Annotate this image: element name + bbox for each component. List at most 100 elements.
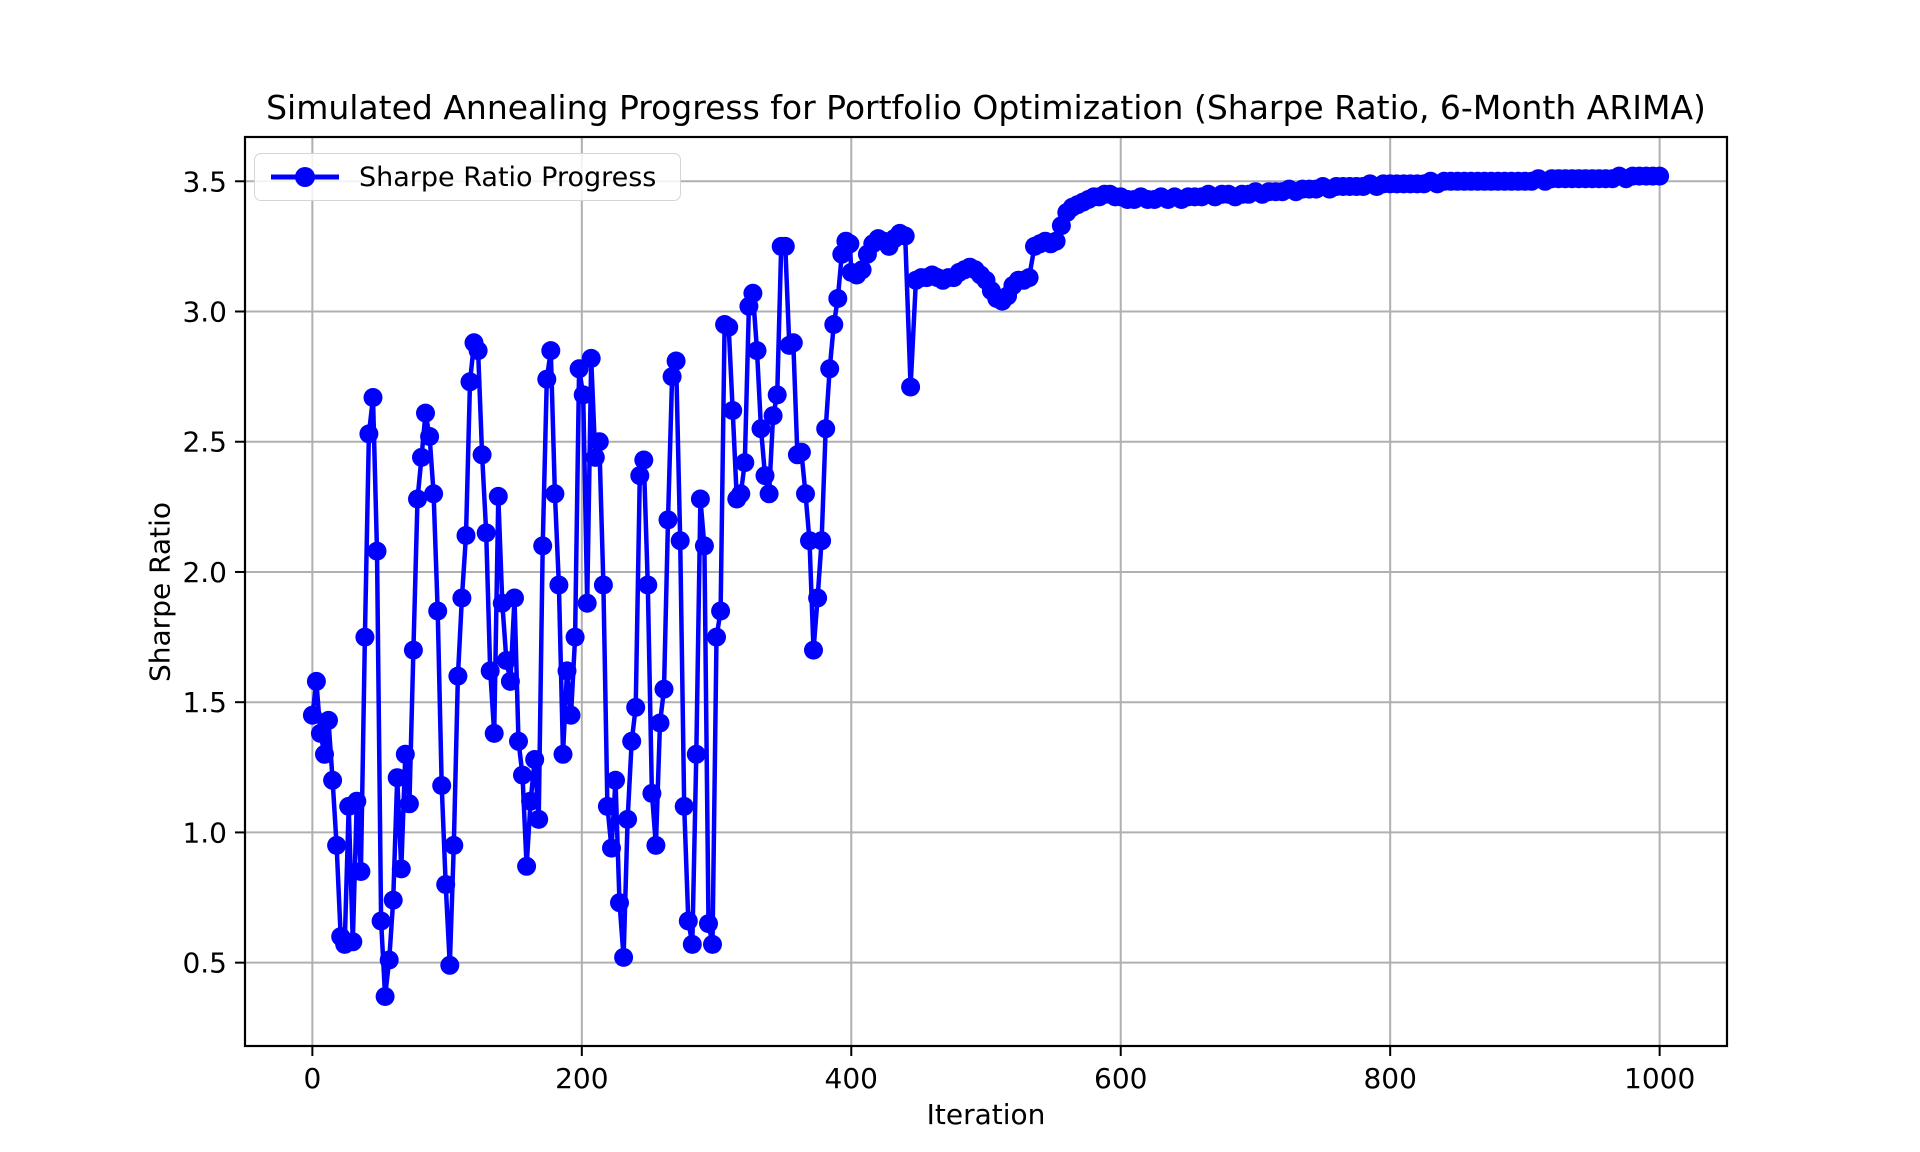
data-point-marker [440, 955, 460, 975]
data-point-marker [500, 671, 520, 691]
data-point-marker [593, 575, 613, 595]
data-point-marker [775, 236, 795, 256]
data-point-marker [533, 536, 553, 556]
data-point-marker [541, 341, 561, 361]
data-point-marker [343, 932, 363, 952]
data-point-marker [573, 385, 593, 405]
data-point-marker [355, 627, 375, 647]
axes-frame [243, 135, 1729, 1048]
data-point-marker [509, 731, 528, 751]
data-point-marker [662, 367, 682, 387]
y-tick-label: 3.0 [182, 296, 227, 329]
data-point-marker [529, 809, 549, 829]
data-point-marker [306, 671, 326, 691]
data-point-marker [403, 640, 423, 660]
data-point-marker [379, 950, 399, 970]
data-point-marker [747, 341, 767, 361]
data-point-marker [420, 427, 440, 446]
x-axis-label: Iteration [926, 1098, 1046, 1131]
data-point-marker [448, 666, 468, 686]
data-point-marker [1046, 231, 1066, 251]
y-tick-label: 1.0 [182, 816, 227, 849]
data-point-marker [654, 679, 674, 699]
y-tick-label: 1.5 [182, 686, 227, 719]
data-point-marker [602, 838, 621, 858]
data-point-marker [763, 406, 783, 426]
data-point-marker [351, 862, 371, 881]
data-point-marker [719, 317, 739, 337]
data-point-marker [327, 835, 347, 855]
data-point-marker [395, 744, 415, 764]
x-tick-label: 600 [1094, 1062, 1147, 1095]
y-tick-label: 2.0 [182, 556, 227, 589]
x-tick-label: 400 [825, 1062, 878, 1095]
data-point-marker [634, 450, 654, 470]
data-point-marker [711, 601, 731, 621]
data-point-marker [783, 333, 803, 353]
data-point-marker [488, 486, 508, 506]
data-point-marker [456, 526, 476, 545]
data-point-marker [638, 575, 658, 595]
data-point-marker [840, 234, 860, 254]
y-tick-label: 2.5 [182, 426, 227, 459]
data-point-marker [408, 489, 427, 509]
data-point-marker [751, 419, 771, 439]
legend: Sharpe Ratio Progress [254, 153, 682, 201]
data-point-marker [484, 723, 504, 743]
data-point-marker [767, 385, 787, 405]
x-tick-label: 800 [1363, 1062, 1416, 1095]
data-series-line [310, 173, 1662, 999]
data-point-marker [820, 359, 840, 379]
data-point-marker [452, 588, 472, 608]
data-point-marker [363, 388, 383, 407]
data-point-marker [670, 531, 690, 551]
data-point-marker [828, 289, 848, 308]
data-point-marker [699, 914, 718, 934]
data-point-marker [618, 809, 638, 829]
data-point-marker [1650, 166, 1670, 186]
data-point-marker [816, 419, 836, 439]
y-axis-label: Sharpe Ratio [143, 502, 177, 682]
data-point-marker [723, 401, 743, 420]
data-point-marker [444, 835, 464, 855]
data-point-marker [525, 750, 545, 769]
data-point-marker [347, 791, 367, 811]
data-point-marker [387, 768, 407, 788]
data-point-marker [319, 710, 338, 730]
y-tick-label: 0.5 [182, 947, 227, 980]
data-point-marker [496, 651, 516, 670]
data-point-marker [796, 484, 815, 504]
data-point-marker [585, 447, 605, 467]
x-tick-label: 0 [303, 1062, 321, 1095]
data-point-marker [678, 911, 698, 931]
data-point-marker [658, 510, 678, 530]
data-point-marker [359, 424, 379, 444]
data-point-marker [824, 315, 844, 334]
data-point-marker [480, 661, 500, 681]
data-point-marker [901, 377, 921, 397]
data-point-marker [505, 588, 524, 608]
data-point-marker [545, 484, 565, 504]
data-point-marker [581, 348, 601, 368]
data-point-marker [577, 593, 597, 613]
data-point-marker [707, 627, 726, 647]
x-tick-label: 200 [555, 1062, 608, 1095]
data-point-marker [622, 731, 642, 751]
data-point-marker [565, 627, 585, 647]
data-point-marker [642, 783, 662, 803]
data-point-marker [323, 770, 343, 790]
data-point-marker [391, 859, 411, 879]
data-point-marker [416, 403, 435, 423]
legend-label: Sharpe Ratio Progress [359, 161, 657, 193]
data-point-marker [367, 541, 387, 561]
data-point-marker [424, 484, 444, 504]
data-point-marker [399, 794, 419, 814]
data-point-marker [694, 536, 714, 556]
legend-line-marker-icon [271, 167, 339, 187]
y-tick-label: 3.5 [182, 165, 227, 198]
data-point-marker [472, 445, 492, 465]
data-point-marker [646, 835, 666, 855]
data-point-marker [650, 713, 670, 733]
data-point-marker [690, 489, 710, 509]
